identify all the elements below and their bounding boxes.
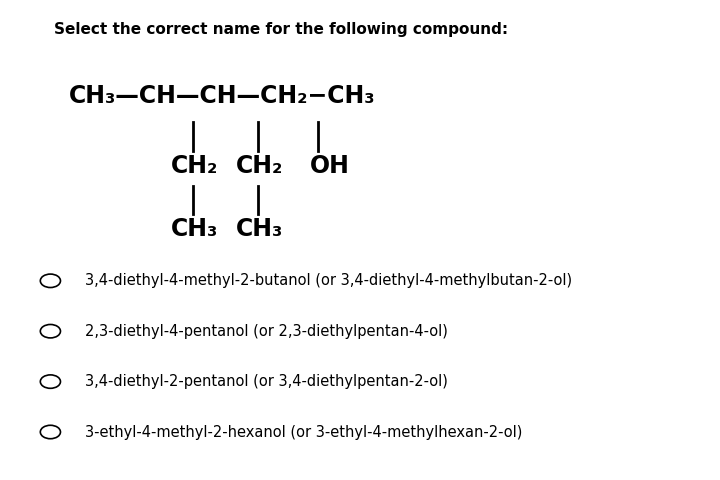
Text: CH₃—CH—CH—CH₂−CH₃: CH₃—CH—CH—CH₂−CH₃ xyxy=(68,84,375,108)
Text: CH₃: CH₃ xyxy=(236,217,284,241)
Text: CH₃: CH₃ xyxy=(171,217,219,241)
Text: 2,3-diethyl-4-pentanol (or 2,3-diethylpentan-4-ol): 2,3-diethyl-4-pentanol (or 2,3-diethylpe… xyxy=(85,324,448,339)
Text: CH₂: CH₂ xyxy=(171,154,219,178)
Text: CH₂: CH₂ xyxy=(236,154,284,178)
Text: Select the correct name for the following compound:: Select the correct name for the followin… xyxy=(54,22,508,36)
Text: OH: OH xyxy=(310,154,349,178)
Text: 3-ethyl-4-methyl-2-hexanol (or 3-ethyl-4-methylhexan-2-ol): 3-ethyl-4-methyl-2-hexanol (or 3-ethyl-4… xyxy=(85,424,522,440)
Text: 3,4-diethyl-2-pentanol (or 3,4-diethylpentan-2-ol): 3,4-diethyl-2-pentanol (or 3,4-diethylpe… xyxy=(85,374,448,389)
Text: 3,4-diethyl-4-methyl-2-butanol (or 3,4-diethyl-4-methylbutan-2-ol): 3,4-diethyl-4-methyl-2-butanol (or 3,4-d… xyxy=(85,273,572,288)
